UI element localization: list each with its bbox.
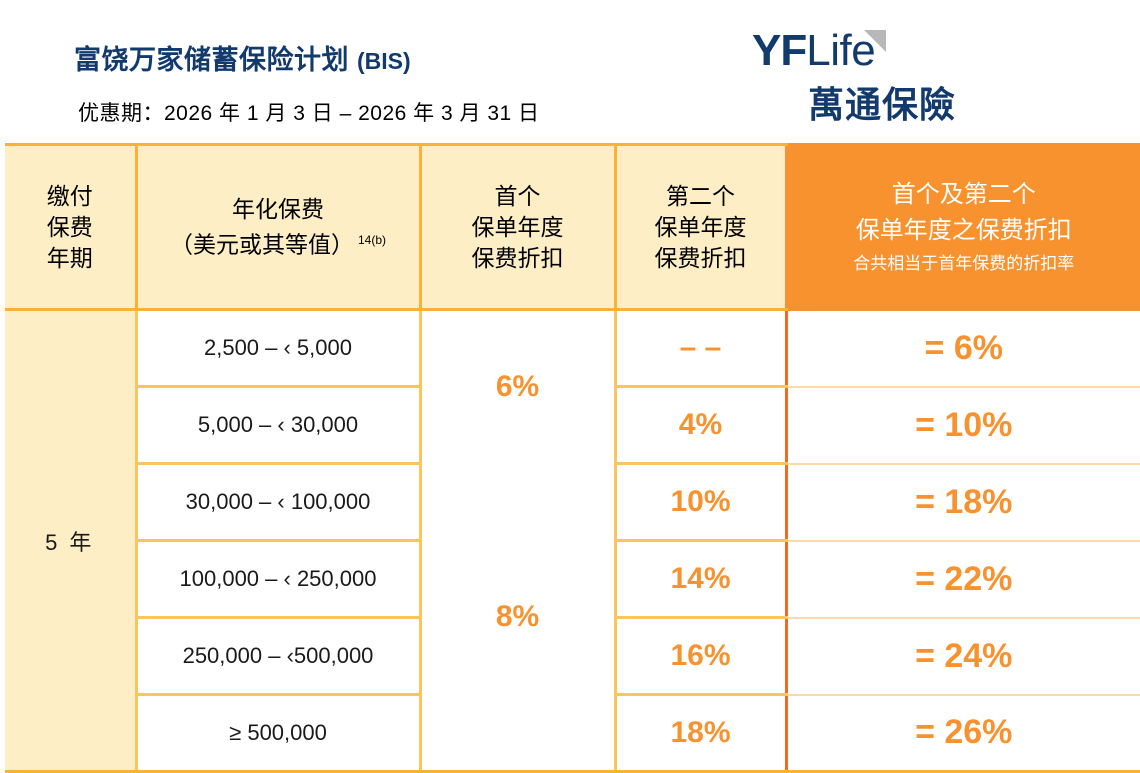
cell-premium-range: 30,000 – ‹ 100,000: [136, 464, 420, 541]
col-header-second-policy-year-line3: 保费折扣: [617, 243, 785, 274]
cell-combined-discount: = 24%: [786, 618, 1140, 695]
col-header-annual-premium: 年化保费 （美元或其等值） 14(b): [136, 145, 420, 310]
cell-combined-discount: = 18%: [786, 464, 1140, 541]
col-header-second-policy-year-line2: 保单年度: [617, 212, 785, 243]
col-header-second-policy-year: 第二个 保单年度 保费折扣: [615, 145, 786, 310]
cell-first-year-discount-group-2: 8%: [420, 464, 615, 772]
cell-second-year-discount: – –: [615, 310, 786, 387]
col-header-combined-discount-line2: 保单年度之保费折扣: [788, 213, 1140, 249]
cell-premium-range: 100,000 – ‹ 250,000: [136, 541, 420, 618]
col-header-first-policy-year: 首个 保单年度 保费折扣: [420, 145, 615, 310]
col-header-combined-discount-note: 合共相当于首年保费的折扣率: [788, 251, 1140, 277]
cell-combined-discount: = 26%: [786, 695, 1140, 772]
cell-second-year-discount: 10%: [615, 464, 786, 541]
cell-payment-term-value: 5 年: [5, 310, 136, 772]
col-header-second-policy-year-line1: 第二个: [617, 181, 785, 212]
col-header-payment-term-line1: 缴付: [5, 181, 135, 212]
cell-second-year-discount: 18%: [615, 695, 786, 772]
col-header-combined-discount-line1: 首个及第二个: [788, 177, 1140, 213]
page-header: 富饶万家储蓄保险计划 (BIS) 优惠期：2026 年 1 月 3 日 – 20…: [0, 0, 1140, 140]
cell-second-year-discount: 16%: [615, 618, 786, 695]
premium-discount-table: 缴付 保费 年期 年化保费 （美元或其等值） 14(b) 首个 保单年度 保费折扣…: [5, 143, 1140, 773]
col-header-annual-premium-line2: （美元或其等值） 14(b): [138, 225, 419, 261]
col-header-annual-premium-line1: 年化保费: [138, 194, 419, 225]
logo-wordmark: YFLife: [752, 28, 875, 74]
cell-premium-range: 5,000 – ‹ 30,000: [136, 387, 420, 464]
promotion-period-text: 优惠期：2026 年 1 月 3 日 – 2026 年 3 月 31 日: [78, 97, 540, 127]
discount-table-container: 缴付 保费 年期 年化保费 （美元或其等值） 14(b) 首个 保单年度 保费折扣…: [5, 143, 1140, 768]
page-title-code: (BIS): [357, 48, 411, 74]
cell-first-year-discount-group-1: 6%: [420, 310, 615, 464]
cell-premium-range: ≥ 500,000: [136, 695, 420, 772]
col-header-first-policy-year-line3: 保费折扣: [422, 243, 614, 274]
col-header-payment-term-line3: 年期: [5, 243, 135, 274]
logo-yf-text: YF: [752, 26, 806, 75]
cell-combined-discount: = 22%: [786, 541, 1140, 618]
page-title: 富饶万家储蓄保险计划 (BIS): [74, 38, 411, 77]
col-header-annual-premium-superscript: 14(b): [358, 233, 386, 247]
cell-premium-range: 2,500 – ‹ 5,000: [136, 310, 420, 387]
cell-combined-discount: = 10%: [786, 387, 1140, 464]
table-row: 5 年 2,500 – ‹ 5,000 6% – – = 6%: [5, 310, 1140, 387]
col-header-combined-discount: 首个及第二个 保单年度之保费折扣 合共相当于首年保费的折扣率: [786, 145, 1140, 310]
cell-combined-discount: = 6%: [786, 310, 1140, 387]
cell-second-year-discount: 4%: [615, 387, 786, 464]
table-row: 30,000 – ‹ 100,000 8% 10% = 18%: [5, 464, 1140, 541]
col-header-first-policy-year-line2: 保单年度: [422, 212, 614, 243]
cell-second-year-discount: 14%: [615, 541, 786, 618]
col-header-payment-term: 缴付 保费 年期: [5, 145, 136, 310]
table-header-row: 缴付 保费 年期 年化保费 （美元或其等值） 14(b) 首个 保单年度 保费折扣…: [5, 145, 1140, 310]
col-header-annual-premium-currency: （美元或其等值）: [170, 231, 354, 257]
page-title-chinese: 富饶万家储蓄保险计划: [74, 45, 349, 75]
logo-life-text: Life: [806, 26, 875, 75]
yflife-logo: YFLife 萬通保險: [752, 28, 1012, 128]
col-header-payment-term-line2: 保费: [5, 212, 135, 243]
logo-chinese-text: 萬通保險: [808, 76, 956, 128]
col-header-first-policy-year-line1: 首个: [422, 181, 614, 212]
cell-premium-range: 250,000 – ‹500,000: [136, 618, 420, 695]
